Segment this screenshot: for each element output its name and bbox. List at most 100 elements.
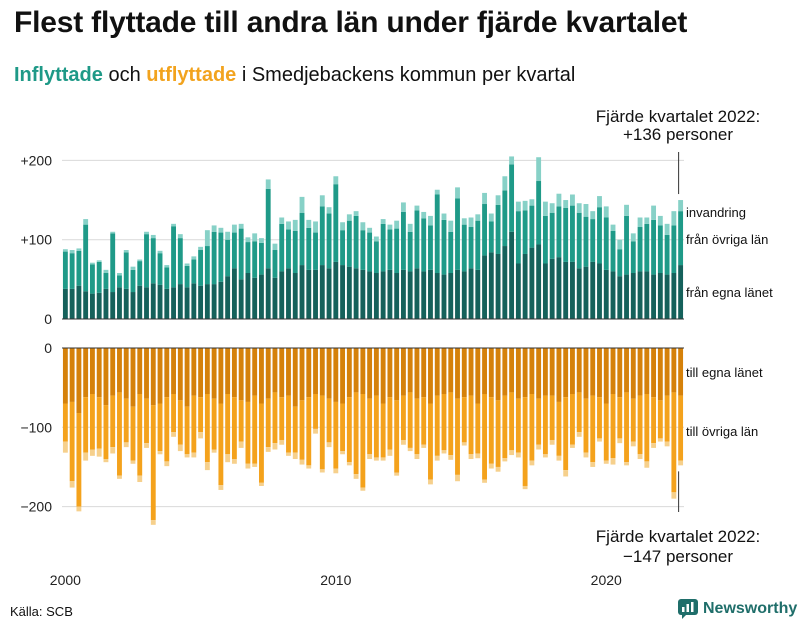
bar-out-egna-lanet xyxy=(89,348,95,394)
bar-in-invandring xyxy=(62,249,68,252)
bar-out-egna-lanet xyxy=(218,348,224,404)
bar-in-invandring xyxy=(414,205,420,211)
bar-in-egna-lanet xyxy=(387,269,393,319)
bar-in-egna-lanet xyxy=(306,269,312,319)
bar-out-utvandring xyxy=(367,454,373,460)
subtitle-inflow-word: Inflyttade xyxy=(14,64,103,86)
bar-in-ovriga-lan xyxy=(495,204,501,254)
bar-out-ovriga-lan xyxy=(326,398,332,443)
bar-in-invandring xyxy=(603,206,609,218)
bar-out-egna-lanet xyxy=(286,348,291,396)
bar-in-egna-lanet xyxy=(346,266,352,319)
bar-out-ovriga-lan xyxy=(414,398,420,455)
bar-in-invandring xyxy=(103,269,109,274)
bar-in-invandring xyxy=(259,238,264,243)
bar-in-egna-lanet xyxy=(96,292,102,319)
bar-out-utvandring xyxy=(110,447,116,454)
bar-in-egna-lanet xyxy=(137,285,143,319)
bar-in-ovriga-lan xyxy=(177,238,183,285)
bar-in-invandring xyxy=(488,213,494,222)
bar-out-ovriga-lan xyxy=(407,392,413,448)
bar-out-utvandring xyxy=(340,451,346,455)
bar-in-ovriga-lan xyxy=(542,215,548,264)
bar-in-ovriga-lan xyxy=(137,261,143,286)
bar-out-ovriga-lan xyxy=(617,397,623,439)
bar-in-invandring xyxy=(482,192,487,205)
bar-in-ovriga-lan xyxy=(407,231,413,272)
bar-in-egna-lanet xyxy=(583,266,589,319)
bar-in-invandring xyxy=(461,218,467,225)
bar-in-egna-lanet xyxy=(644,271,650,319)
bar-in-egna-lanet xyxy=(515,263,521,319)
bar-out-egna-lanet xyxy=(448,348,454,393)
bar-in-ovriga-lan xyxy=(62,251,68,289)
bar-out-egna-lanet xyxy=(468,348,474,396)
bar-out-egna-lanet xyxy=(603,348,609,404)
bar-out-utvandring xyxy=(590,462,596,467)
bar-out-ovriga-lan xyxy=(279,397,285,440)
bar-in-invandring xyxy=(468,217,474,228)
bar-in-invandring xyxy=(279,217,285,224)
bar-in-ovriga-lan xyxy=(117,275,122,288)
bar-in-ovriga-lan xyxy=(360,230,366,270)
bar-in-ovriga-lan xyxy=(624,215,629,275)
bar-in-ovriga-lan xyxy=(76,250,82,286)
bar-out-ovriga-lan xyxy=(333,401,339,469)
bar-in-invandring xyxy=(400,202,406,212)
bar-out-ovriga-lan xyxy=(441,393,447,451)
bar-in-ovriga-lan xyxy=(509,164,515,232)
bar-out-egna-lanet xyxy=(204,348,210,394)
bar-in-ovriga-lan xyxy=(563,207,569,262)
bar-out-utvandring xyxy=(522,485,528,490)
bar-out-egna-lanet xyxy=(144,348,149,399)
bar-in-invandring xyxy=(624,204,629,216)
bar-in-ovriga-lan xyxy=(69,253,75,289)
bar-in-ovriga-lan xyxy=(664,234,670,275)
bar-out-egna-lanet xyxy=(69,348,75,402)
bar-out-egna-lanet xyxy=(488,348,494,398)
bar-out-utvandring xyxy=(62,441,68,453)
bar-out-utvandring xyxy=(76,506,82,512)
bar-out-egna-lanet xyxy=(367,348,373,399)
bar-in-invandring xyxy=(678,200,684,212)
bar-in-ovriga-lan xyxy=(286,229,291,269)
bar-out-ovriga-lan xyxy=(488,397,494,464)
bar-out-egna-lanet xyxy=(62,348,68,404)
bar-in-invandring xyxy=(353,211,359,216)
bar-in-invandring xyxy=(421,211,427,219)
bar-out-ovriga-lan xyxy=(502,395,508,459)
bar-out-utvandring xyxy=(536,444,542,450)
bar-out-egna-lanet xyxy=(272,348,278,393)
series-label-till-egna-lanet: till egna länet xyxy=(686,365,763,380)
bar-out-egna-lanet xyxy=(630,348,636,399)
bar-in-ovriga-lan xyxy=(488,221,494,253)
bar-in-invandring xyxy=(110,231,116,234)
bar-in-invandring xyxy=(76,248,82,251)
bar-in-ovriga-lan xyxy=(198,250,204,286)
bar-out-ovriga-lan xyxy=(495,400,501,467)
bar-in-invandring xyxy=(83,219,89,225)
bar-in-egna-lanet xyxy=(414,268,420,319)
bar-in-egna-lanet xyxy=(482,255,487,319)
bar-out-utvandring xyxy=(326,442,332,448)
bar-in-ovriga-lan xyxy=(306,227,312,270)
bar-in-ovriga-lan xyxy=(610,230,616,272)
bar-in-invandring xyxy=(536,157,542,182)
bar-in-ovriga-lan xyxy=(313,232,318,270)
bar-out-utvandring xyxy=(448,455,454,460)
bar-in-invandring xyxy=(441,213,447,220)
bar-out-utvandring xyxy=(414,454,420,460)
bar-out-ovriga-lan xyxy=(360,393,366,488)
bar-in-invandring xyxy=(89,262,95,265)
x-tick-label: 2010 xyxy=(320,572,351,588)
bar-in-invandring xyxy=(597,196,602,208)
bar-out-egna-lanet xyxy=(117,348,122,393)
bar-out-egna-lanet xyxy=(279,348,285,398)
bar-in-egna-lanet xyxy=(245,273,251,319)
bar-in-invandring xyxy=(671,211,677,226)
bar-out-egna-lanet xyxy=(360,348,366,394)
bar-out-utvandring xyxy=(407,447,413,452)
bar-in-egna-lanet xyxy=(597,263,602,319)
bar-out-egna-lanet xyxy=(76,348,82,414)
x-tick-label: 2000 xyxy=(50,572,81,588)
